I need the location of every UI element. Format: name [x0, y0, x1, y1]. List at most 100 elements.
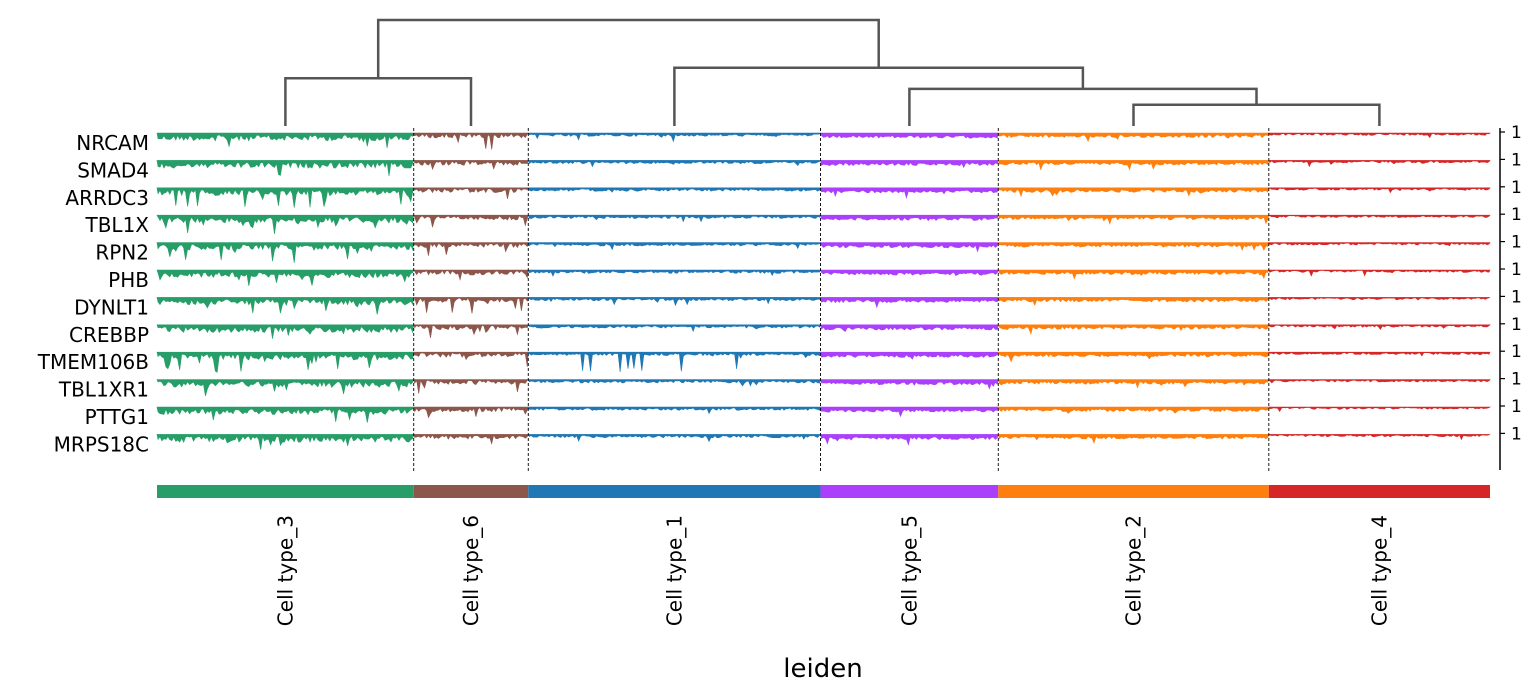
group-label-Cell-type_5: Cell type_5: [897, 515, 921, 626]
right-axis-tick-label: 1: [1511, 205, 1522, 225]
track-TBL1XR1-Cell-type_5: [820, 379, 999, 390]
track-DYNLT1-Cell-type_6: [412, 297, 529, 314]
right-axis-tick-label: 1: [1511, 424, 1522, 444]
right-axis-tick-label: 1: [1511, 370, 1522, 390]
dendrogram-link: [376, 18, 880, 79]
dendrogram-link: [673, 66, 1085, 126]
track-TMEM106B-Cell-type_6: [413, 351, 529, 367]
color-bar-Cell-type_6: [413, 485, 529, 498]
track-MRPS18C-Cell-type_1: [527, 434, 822, 443]
dendrogram: [284, 18, 1381, 126]
track-CREBBP-Cell-type_6: [413, 324, 529, 339]
track-TBL1XR1-Cell-type_4: [1268, 379, 1491, 384]
track-SMAD4-Cell-type_3: [156, 160, 415, 177]
right-axis-tick-label: 1: [1511, 233, 1522, 253]
track-TBL1XR1-Cell-type_2: [997, 379, 1270, 389]
track-SMAD4-Cell-type_1: [527, 160, 822, 168]
group-label-Cell-type_4: Cell type_4: [1367, 515, 1391, 626]
gene-labels: NRCAM SMAD4 ARRDC3 TBL1X RPN2 PHB DYNLT1 CREBBP…: [37, 131, 150, 456]
tracks-area: [156, 132, 1491, 450]
track-TBL1XR1-Cell-type_1: [527, 379, 821, 387]
track-SMAD4-Cell-type_6: [413, 160, 529, 171]
track-MRPS18C-Cell-type_2: [997, 434, 1270, 445]
gene-label-DYNLT1: DYNLT1: [74, 295, 149, 319]
track-PHB-Cell-type_3: [156, 269, 415, 287]
track-NRCAM-Cell-type_2: [997, 132, 1270, 143]
right-axis-tick-label: 1: [1511, 342, 1522, 362]
right-axis: 1 1 1 1 1 1 1 1 1 1 1 1: [1499, 123, 1522, 470]
track-TMEM106B-Cell-type_1: [527, 351, 821, 373]
gene-label-PHB: PHB: [108, 268, 149, 292]
track-TBL1X-Cell-type_3: [156, 214, 415, 235]
track-NRCAM-Cell-type_5: [820, 132, 999, 139]
color-bar-Cell-type_2: [998, 485, 1269, 498]
track-RPN2-Cell-type_6: [413, 242, 529, 256]
track-DYNLT1-Cell-type_5: [820, 297, 999, 309]
gene-label-TBL1X: TBL1X: [84, 213, 149, 237]
track-TBL1XR1-Cell-type_3: [156, 379, 415, 397]
track-NRCAM-Cell-type_1: [527, 132, 822, 143]
gene-label-CREBBP: CREBBP: [69, 323, 149, 347]
track-DYNLT1-Cell-type_4: [1268, 297, 1491, 301]
dendrogram-link: [1132, 103, 1381, 126]
track-MRPS18C-Cell-type_3: [156, 434, 415, 450]
track-ARRDC3-Cell-type_3: [156, 187, 415, 208]
track-RPN2-Cell-type_4: [1268, 242, 1491, 247]
track-SMAD4-Cell-type_5: [820, 160, 999, 169]
track-PHB-Cell-type_4: [1268, 269, 1491, 277]
track-DYNLT1-Cell-type_3: [156, 297, 415, 315]
right-axis-tick-label: 1: [1511, 260, 1522, 280]
group-label-Cell-type_2: Cell type_2: [1122, 515, 1146, 626]
track-RPN2-Cell-type_5: [820, 242, 999, 253]
gene-label-RPN2: RPN2: [95, 241, 149, 265]
track-SMAD4-Cell-type_4: [1268, 160, 1491, 168]
track-TBL1X-Cell-type_5: [820, 214, 999, 222]
track-NRCAM-Cell-type_3: [156, 132, 415, 149]
track-NRCAM-Cell-type_4: [1268, 132, 1491, 139]
color-bar-Cell-type_4: [1268, 485, 1490, 498]
track-MRPS18C-Cell-type_6: [413, 434, 529, 445]
track-MRPS18C-Cell-type_5: [820, 434, 999, 446]
color-bar-Cell-type_3: [157, 485, 414, 498]
track-CREBBP-Cell-type_4: [1268, 324, 1491, 331]
group-label-Cell-type_1: Cell type_1: [662, 515, 686, 626]
track-DYNLT1-Cell-type_1: [527, 297, 821, 307]
track-ARRDC3-Cell-type_5: [820, 187, 999, 199]
track-CREBBP-Cell-type_2: [997, 324, 1270, 336]
track-TBL1X-Cell-type_4: [1267, 214, 1491, 219]
group-separators: [413, 128, 1270, 472]
gene-label-SMAD4: SMAD4: [77, 158, 149, 182]
color-bar-Cell-type_5: [820, 485, 999, 498]
right-axis-tick-label: 1: [1511, 178, 1522, 198]
gene-label-MRPS18C: MRPS18C: [54, 432, 149, 456]
track-TBL1X-Cell-type_1: [527, 214, 821, 223]
track-PHB-Cell-type_5: [820, 269, 999, 276]
track-PTTG1-Cell-type_4: [1268, 406, 1491, 413]
right-axis-tick-label: 1: [1511, 150, 1522, 170]
dendrogram-link: [284, 77, 473, 126]
track-ARRDC3-Cell-type_4: [1267, 187, 1491, 194]
track-PHB-Cell-type_2: [997, 269, 1270, 280]
group-label-Cell-type_3: Cell type_3: [273, 515, 297, 626]
track-TMEM106B-Cell-type_3: [156, 351, 415, 373]
track-TBL1XR1-Cell-type_6: [413, 379, 530, 394]
track-TBL1X-Cell-type_6: [413, 214, 529, 228]
gene-label-ARRDC3: ARRDC3: [65, 186, 149, 210]
gene-label-TBL1XR1: TBL1XR1: [58, 378, 149, 402]
track-PHB-Cell-type_1: [527, 269, 821, 277]
track-ARRDC3-Cell-type_6: [413, 187, 529, 199]
track-RPN2-Cell-type_3: [156, 242, 415, 263]
gene-label-PTTG1: PTTG1: [85, 405, 149, 429]
track-CREBBP-Cell-type_1: [527, 324, 821, 333]
track-TMEM106B-Cell-type_5: [820, 351, 999, 360]
group-labels: Cell type_3 Cell type_6 Cell type_1 Cell ty…: [273, 515, 1391, 626]
track-ARRDC3-Cell-type_2: [997, 187, 1270, 198]
track-PTTG1-Cell-type_6: [413, 406, 529, 419]
track-NRCAM-Cell-type_6: [413, 132, 529, 150]
gene-label-NRCAM: NRCAM: [76, 131, 149, 155]
track-CREBBP-Cell-type_3: [156, 324, 415, 339]
track-PTTG1-Cell-type_3: [156, 406, 415, 423]
right-axis-tick-label: 1: [1511, 315, 1522, 335]
track-PTTG1-Cell-type_1: [527, 406, 821, 415]
